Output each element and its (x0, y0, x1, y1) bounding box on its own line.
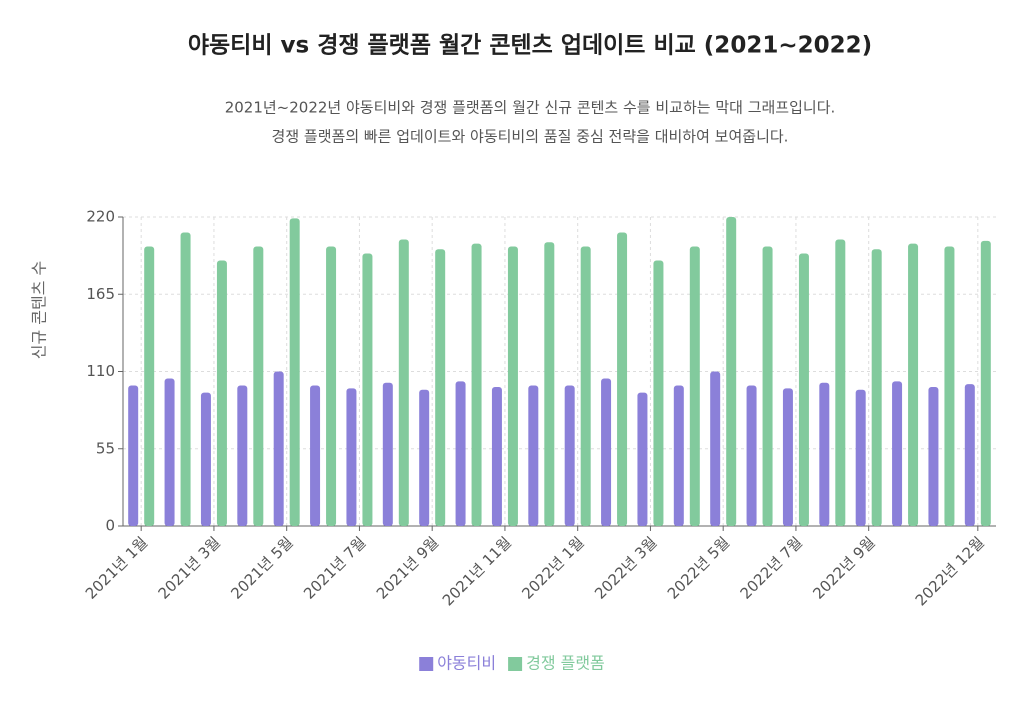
bar (435, 249, 446, 526)
bar (273, 371, 284, 526)
x-tick-label: 2021년 1월 (82, 533, 151, 602)
y-tick-label: 0 (105, 517, 115, 535)
y-tick-label: 55 (96, 439, 115, 457)
x-tick-label: 2021년 9월 (373, 533, 442, 602)
x-tick-label: 2022년 7월 (737, 533, 806, 602)
legend-swatch (508, 657, 523, 671)
bar (798, 253, 809, 526)
x-tick-label: 2021년 11월 (439, 533, 515, 609)
bar (382, 382, 393, 526)
y-tick-label: 220 (86, 208, 115, 226)
bar (782, 388, 793, 526)
bar (762, 246, 773, 526)
bar (673, 385, 684, 526)
bar (564, 385, 575, 526)
bar (455, 381, 466, 526)
bar (216, 260, 227, 526)
x-tick-label: 2022년 1월 (518, 533, 587, 602)
bar (419, 389, 430, 526)
bar (528, 385, 539, 526)
bar (726, 217, 737, 526)
bar (289, 218, 300, 526)
x-tick-label: 2022년 12월 (912, 533, 988, 609)
subtitle: 경쟁 플랫폼의 빠른 업데이트와 야동티비의 품질 중심 전략을 대비하여 보여… (272, 128, 789, 146)
x-tick-label: 2021년 5월 (227, 533, 296, 602)
bar (398, 239, 409, 527)
bar (710, 371, 721, 526)
bar (637, 392, 648, 526)
bar (964, 384, 975, 526)
bar (871, 249, 882, 526)
bar (980, 240, 991, 527)
x-tick-label: 2021년 3월 (155, 533, 224, 602)
legend-label: 경쟁 플랫폼 (526, 654, 605, 673)
bar (253, 246, 264, 526)
bar (164, 378, 175, 526)
y-tick-label: 110 (86, 362, 115, 380)
bar (128, 385, 139, 526)
x-tick-label: 2022년 3월 (591, 533, 660, 602)
chart-title: 야동티비 vs 경쟁 플랫폼 월간 콘텐츠 업데이트 비교 (2021~2022… (188, 33, 872, 59)
bar (928, 386, 939, 526)
bar (237, 385, 248, 526)
bar (746, 385, 757, 526)
subtitle: 2021년~2022년 야동티비와 경쟁 플랫폼의 월간 신규 콘텐츠 수를 비… (225, 99, 836, 117)
x-tick-label: 2021년 7월 (300, 533, 369, 602)
bar (944, 246, 955, 526)
bar (491, 386, 502, 526)
x-tick-label: 2022년 5월 (664, 533, 733, 602)
bar (892, 381, 903, 526)
bar (200, 392, 211, 526)
bar (362, 253, 373, 526)
bar (580, 246, 591, 526)
bar (819, 382, 830, 526)
bar (326, 246, 337, 526)
bar (855, 389, 866, 526)
legend-swatch (419, 657, 434, 671)
bar (180, 232, 191, 526)
bar (507, 246, 518, 526)
bar (653, 260, 664, 526)
bar (544, 242, 555, 527)
y-axis-label: 신규 콘텐츠 수 (30, 261, 49, 360)
bar (310, 385, 321, 526)
bar (601, 378, 612, 526)
bar (471, 243, 482, 526)
bar (617, 232, 628, 526)
y-tick-label: 165 (86, 285, 115, 303)
bar (908, 243, 919, 526)
bar (835, 239, 846, 527)
bar (689, 246, 700, 526)
x-tick-label: 2022년 9월 (809, 533, 878, 602)
legend-label: 야동티비 (437, 654, 496, 673)
bar (144, 246, 155, 526)
bar (346, 388, 357, 526)
